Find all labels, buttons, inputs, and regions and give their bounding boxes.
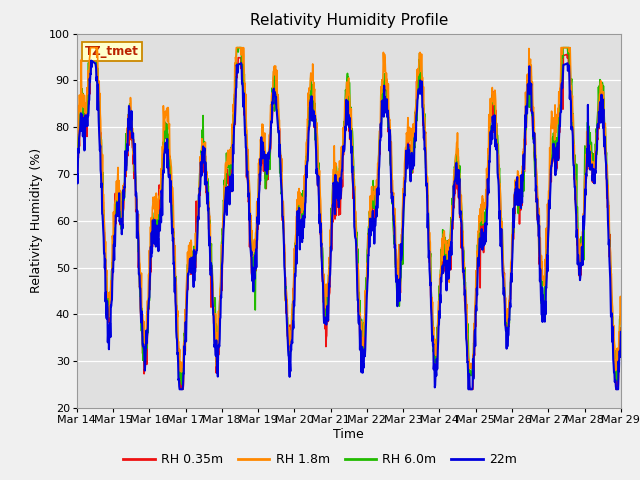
Legend: RH 0.35m, RH 1.8m, RH 6.0m, 22m: RH 0.35m, RH 1.8m, RH 6.0m, 22m (118, 448, 522, 471)
Y-axis label: Relativity Humidity (%): Relativity Humidity (%) (30, 148, 44, 293)
X-axis label: Time: Time (333, 428, 364, 441)
Text: TZ_tmet: TZ_tmet (85, 45, 139, 58)
Title: Relativity Humidity Profile: Relativity Humidity Profile (250, 13, 448, 28)
